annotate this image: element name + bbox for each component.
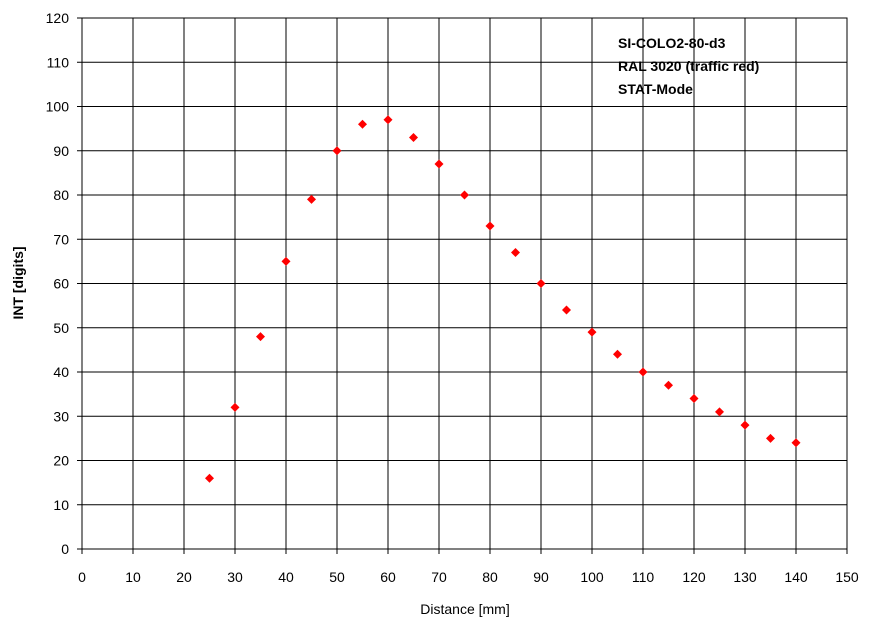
data-point [689,394,699,404]
y-tick-label: 80 [53,187,69,203]
y-tick-label: 30 [53,408,69,424]
data-point [256,332,265,342]
y-tick-label: 90 [53,143,69,159]
annotation-color: RAL 3020 (traffic red) [618,58,759,74]
x-axis-ticks: 0 10 20 30 40 50 60 70 80 90 100 110 120 130 140 150 [78,549,859,585]
x-tick-label: 80 [482,569,498,585]
data-point [511,248,520,258]
data-point [434,159,444,169]
data-point [715,407,724,417]
data-point [766,433,775,443]
annotation-mode: STAT-Mode [618,81,693,97]
x-tick-label: 30 [227,569,243,585]
y-tick-label: 120 [46,10,70,26]
y-tick-label: 110 [47,54,70,70]
y-tick-label: 50 [53,320,69,336]
data-point [409,132,418,142]
data-point [740,420,750,430]
data-point [562,305,571,315]
data-point [664,380,673,390]
x-tick-label: 130 [733,569,757,585]
x-tick-label: 10 [125,569,141,585]
data-point [485,221,495,231]
x-tick-label: 0 [78,569,86,585]
data-points [205,115,801,483]
x-tick-label: 150 [835,569,859,585]
data-point [230,402,240,412]
grid [81,17,848,550]
y-tick-label: 40 [53,364,69,380]
annotation-model: SI-COLO2-80-d3 [618,35,726,51]
x-tick-label: 140 [784,569,808,585]
data-point [205,473,214,483]
data-point [460,190,469,200]
y-tick-label: 100 [46,99,70,115]
x-tick-label: 110 [632,569,655,585]
data-point [383,115,393,125]
y-tick-label: 70 [53,231,69,247]
y-axis-ticks: 0 10 20 30 40 50 60 70 80 90 100 110 120 [46,10,82,557]
x-tick-label: 100 [580,569,604,585]
x-axis-label: Distance [mm] [420,601,509,617]
x-tick-label: 60 [380,569,396,585]
data-point [613,349,622,359]
y-tick-label: 60 [53,276,69,292]
y-tick-label: 0 [61,541,69,557]
y-axis-label: INT [digits] [10,246,26,319]
data-point [281,256,291,266]
x-tick-label: 70 [431,569,447,585]
x-tick-label: 40 [278,569,294,585]
data-point [791,438,801,448]
data-point [638,367,648,377]
y-tick-label: 20 [53,453,69,469]
data-point [587,327,597,337]
data-point [307,194,316,204]
data-point [358,119,367,129]
x-tick-label: 90 [533,569,549,585]
x-tick-label: 50 [329,569,345,585]
x-tick-label: 120 [682,569,706,585]
x-tick-label: 20 [176,569,192,585]
data-point [332,146,342,156]
data-point [536,279,546,288]
y-tick-label: 10 [53,497,69,513]
